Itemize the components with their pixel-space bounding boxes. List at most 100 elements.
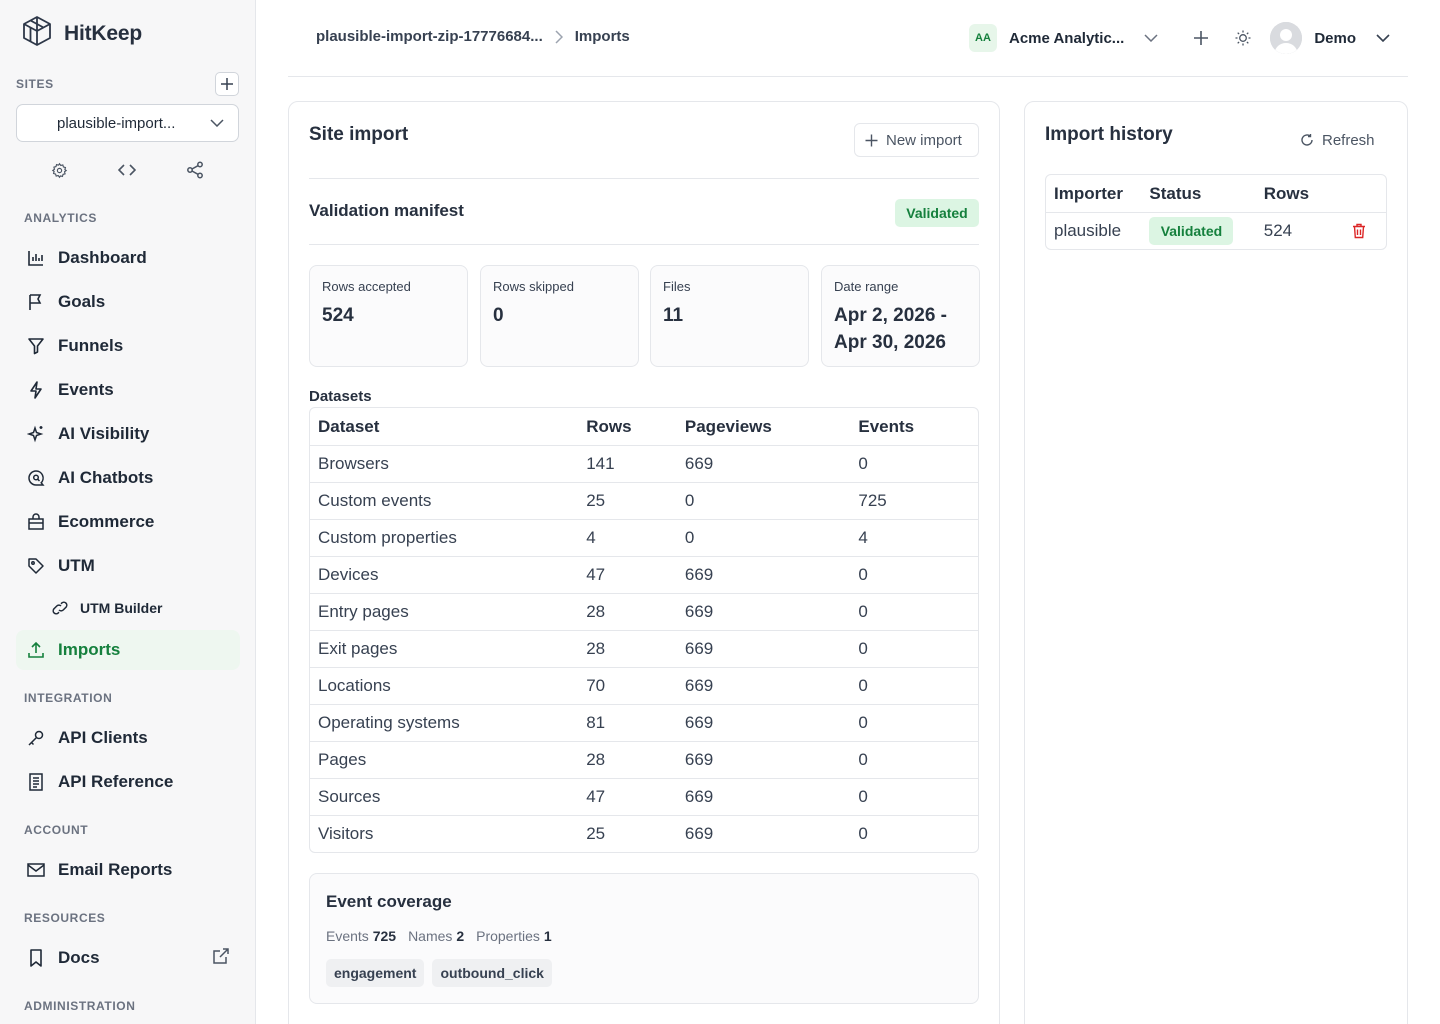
import-history-panel: Import history Refresh Importer Status R… xyxy=(1024,101,1408,1024)
chevron-down-icon xyxy=(210,114,224,132)
stat-value: Apr 2, 2026 - Apr 30, 2026 xyxy=(834,305,947,353)
new-import-label: New import xyxy=(886,131,962,149)
sidebar-item-label: AI Chatbots xyxy=(58,468,154,487)
sidebar-item-utm[interactable]: UTM xyxy=(16,546,240,586)
site-share-button[interactable] xyxy=(181,156,209,184)
sites-header: SITES xyxy=(16,72,239,96)
table-row: Visitors 25 669 0 xyxy=(310,815,978,852)
importer-name: plausible xyxy=(1054,221,1122,240)
dataset-events: 0 xyxy=(858,713,868,732)
column-header: Dataset xyxy=(318,416,380,436)
stat-rows-accepted: Rows accepted 524 xyxy=(309,265,468,367)
nav-group-account: ACCOUNT xyxy=(24,823,89,837)
stat-files: Files 11 xyxy=(650,265,809,367)
dataset-rows: 47 xyxy=(586,787,606,806)
dataset-rows: 25 xyxy=(586,824,606,843)
coverage-names: Names 2 xyxy=(408,928,464,944)
plus-icon xyxy=(865,134,878,146)
nav-group-analytics: ANALYTICS xyxy=(24,211,97,225)
brand[interactable]: HitKeep xyxy=(22,15,142,52)
org-name[interactable]: Acme Analytic... xyxy=(1008,29,1125,47)
user-menu-button[interactable] xyxy=(1368,23,1398,53)
funnel-icon xyxy=(26,336,46,356)
sidebar-item-funnels[interactable]: Funnels xyxy=(16,326,240,366)
org-switcher-button[interactable] xyxy=(1136,23,1166,53)
hitkeep-logo-icon xyxy=(22,15,52,52)
table-row: Locations 70 669 0 xyxy=(310,667,978,704)
sidebar-item-email-reports[interactable]: Email Reports xyxy=(16,850,240,890)
import-history-title: Import history xyxy=(1045,124,1173,145)
sidebar-item-utm-builder[interactable]: UTM Builder xyxy=(40,588,240,628)
dataset-events: 0 xyxy=(858,602,868,621)
header-actions: AA Acme Analytic... Demo xyxy=(968,22,1398,54)
shopping-bag-icon xyxy=(26,512,46,532)
import-status-cell: Validated xyxy=(1149,217,1263,245)
sidebar-item-label: API Reference xyxy=(58,772,174,791)
dataset-pageviews: 669 xyxy=(684,750,714,769)
refresh-label: Refresh xyxy=(1322,131,1375,149)
sidebar-item-docs[interactable]: Docs xyxy=(16,938,240,978)
sidebar-item-api-reference[interactable]: API Reference xyxy=(16,762,240,802)
coverage-events: Events 725 xyxy=(326,928,396,944)
delete-import-button[interactable] xyxy=(1331,223,1386,239)
site-embed-code-button[interactable] xyxy=(113,156,141,184)
column-header: Status xyxy=(1149,183,1202,203)
user-avatar[interactable] xyxy=(1270,22,1303,54)
table-row[interactable]: plausible Validated 524 xyxy=(1046,212,1386,249)
sidebar-item-api-clients[interactable]: API Clients xyxy=(16,718,240,758)
theme-toggle-button[interactable] xyxy=(1228,23,1258,53)
tag-icon xyxy=(26,556,46,576)
flag-icon xyxy=(26,292,46,312)
dataset-name: Custom events xyxy=(318,491,432,510)
sidebar-item-label: Funnels xyxy=(58,336,124,355)
dataset-rows: 25 xyxy=(586,491,606,510)
trash-icon xyxy=(1352,223,1365,239)
table-row: Exit pages 28 669 0 xyxy=(310,630,978,667)
stat-label: Date range xyxy=(834,279,899,294)
brand-name: HitKeep xyxy=(64,21,142,45)
site-selector-value: plausible-import... xyxy=(57,114,176,132)
dataset-pageviews: 669 xyxy=(684,602,714,621)
dataset-events: 0 xyxy=(858,750,868,769)
datasets-label: Datasets xyxy=(309,388,372,405)
sidebar-item-label: AI Visibility xyxy=(58,424,150,443)
add-site-button[interactable] xyxy=(215,72,239,96)
site-selector[interactable]: plausible-import... xyxy=(16,104,239,142)
dataset-name: Locations xyxy=(318,676,391,695)
dataset-rows: 81 xyxy=(586,713,606,732)
sidebar-item-label: UTM Builder xyxy=(80,600,163,616)
bookmark-icon xyxy=(26,948,46,968)
dataset-name: Browsers xyxy=(318,454,389,473)
column-header: Rows xyxy=(1263,183,1310,203)
sidebar-item-ecommerce[interactable]: Ecommerce xyxy=(16,502,240,542)
table-row: Operating systems 81 669 0 xyxy=(310,704,978,741)
dataset-pageviews: 669 xyxy=(684,824,714,843)
dataset-pageviews: 669 xyxy=(684,454,714,473)
document-icon xyxy=(26,772,46,792)
site-settings-button[interactable] xyxy=(46,156,74,184)
breadcrumb-site[interactable]: plausible-import-zip-17776684... xyxy=(316,28,543,45)
sidebar-item-imports[interactable]: Imports xyxy=(16,630,240,670)
table-header-row: Importer Status Rows xyxy=(1046,175,1386,212)
add-button[interactable] xyxy=(1186,23,1216,53)
sidebar-item-dashboard[interactable]: Dashboard xyxy=(16,238,240,278)
sun-icon xyxy=(1235,30,1251,46)
table-row: Entry pages 28 669 0 xyxy=(310,593,978,630)
share-icon xyxy=(187,161,204,179)
sidebar-item-ai-chatbots[interactable]: AI Chatbots xyxy=(16,458,240,498)
dataset-events: 4 xyxy=(858,528,868,547)
user-name[interactable]: Demo xyxy=(1314,29,1356,47)
sidebar-item-goals[interactable]: Goals xyxy=(16,282,240,322)
sidebar-item-label: Email Reports xyxy=(58,860,173,879)
stat-label: Files xyxy=(663,279,691,294)
sidebar-item-ai-visibility[interactable]: AI Visibility xyxy=(16,414,240,454)
refresh-button[interactable]: Refresh xyxy=(1291,124,1384,156)
code-icon xyxy=(118,164,137,176)
stat-value: 11 xyxy=(663,305,684,326)
divider xyxy=(309,178,979,179)
new-import-button[interactable]: New import xyxy=(854,123,979,157)
event-coverage-stats: Events 725 Names 2 Properties 1 xyxy=(326,928,552,944)
sidebar-item-events[interactable]: Events xyxy=(16,370,240,410)
stat-value: 0 xyxy=(493,305,504,326)
column-header: Importer xyxy=(1054,183,1123,203)
